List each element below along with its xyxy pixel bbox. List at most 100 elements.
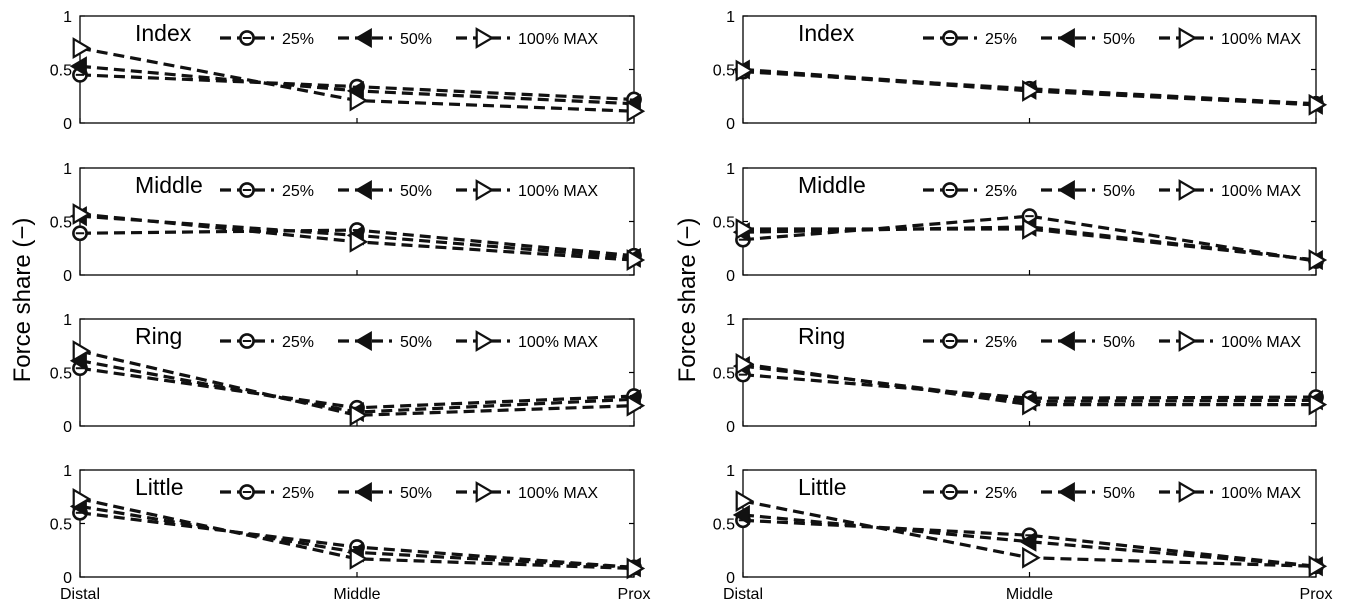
data-point-right-triangle [626, 394, 646, 417]
legend-label: 100% MAX [1221, 183, 1301, 200]
series-line-right-triangle [79, 349, 635, 417]
y-tick-label: 1 [726, 312, 735, 329]
legend-entry: 50% [338, 179, 432, 201]
legend-marker-left-triangle [1057, 27, 1075, 49]
legend-entry: 25% [220, 182, 314, 200]
legend-marker-right-triangle [475, 481, 495, 503]
data-point-left-triangle [69, 56, 87, 77]
y-tick-label: 0.5 [713, 63, 735, 80]
data-point-right-triangle [1022, 79, 1041, 102]
legend-label: 100% MAX [518, 334, 598, 351]
subplot-title: Middle [135, 172, 203, 198]
data-point-right-triangle [1308, 393, 1328, 416]
y-tick-label: 1 [63, 312, 72, 329]
legend-entry: 100% MAX [456, 27, 598, 49]
legend-marker-right-triangle [1178, 179, 1198, 201]
series-line-left-triangle [742, 364, 1317, 403]
data-point-right-triangle [1022, 393, 1041, 416]
legend-marker-left-triangle [354, 179, 372, 201]
legend-marker-right-triangle [475, 179, 495, 201]
y-tick-label: 0.5 [713, 215, 735, 232]
legend-label: 25% [985, 183, 1017, 200]
y-tick-label: 0 [63, 419, 72, 436]
y-tick-label: 0.5 [50, 366, 72, 383]
legend-label: 25% [282, 485, 314, 502]
subplot-title: Middle [798, 172, 866, 198]
data-point-right-triangle [1022, 218, 1041, 240]
legend-marker-right-triangle [1178, 27, 1198, 49]
legend-entry: 50% [338, 27, 432, 49]
legend-entry: 50% [1041, 330, 1135, 352]
y-axis-label-right: Force share (−) [674, 218, 701, 383]
legend-marker-left-triangle [1057, 179, 1075, 201]
legend-entry: 100% MAX [1159, 179, 1301, 201]
legend-label: 100% MAX [518, 183, 598, 200]
data-point-right-triangle [735, 353, 755, 375]
legend-label: 50% [400, 183, 432, 200]
data-point-right-triangle [735, 490, 755, 512]
legend-entry: 50% [1041, 27, 1135, 49]
legend-entry: 25% [220, 484, 314, 502]
data-point-right-triangle [626, 557, 646, 580]
x-tick-label: Prox [618, 586, 651, 603]
subplot-left-index: 0 0.5 1 Index 25% 50% 100% MAX [50, 9, 646, 133]
y-tick-label: 0 [726, 419, 735, 436]
data-point-right-triangle [72, 340, 92, 363]
series-line-right-triangle [742, 68, 1317, 107]
data-point-right-triangle [1022, 546, 1041, 569]
subplot-left-ring: 0 0.5 1 Ring 25% 50% 100% MAX [50, 312, 646, 436]
legend-marker-left-triangle [354, 27, 372, 49]
legend-label: 50% [1103, 485, 1135, 502]
legend-marker-left-triangle [1057, 330, 1075, 352]
legend-entry: 50% [338, 330, 432, 352]
x-tick-label: Distal [60, 586, 100, 603]
y-tick-label: 0 [726, 570, 735, 587]
legend-entry: 100% MAX [1159, 330, 1301, 352]
series-line-right-triangle [743, 227, 1317, 262]
legend-entry: 50% [1041, 179, 1135, 201]
data-point-right-triangle [349, 547, 369, 570]
data-point-left-triangle [732, 504, 750, 525]
y-tick-label: 0 [63, 268, 72, 285]
subplot-right-index: 0 0.5 1 Index 25% 50% 100% MAX [713, 9, 1328, 133]
legend-entry: 25% [923, 30, 1017, 48]
y-tick-label: 0 [726, 268, 735, 285]
legend-entry: 25% [923, 182, 1017, 200]
y-tick-label: 0 [63, 570, 72, 587]
data-point-right-triangle [72, 487, 92, 510]
x-tick-label: Prox [1300, 586, 1333, 603]
legend-label: 100% MAX [1221, 31, 1301, 48]
y-tick-label: 1 [63, 161, 72, 178]
y-tick-label: 0.5 [50, 215, 72, 232]
legend-label: 50% [400, 334, 432, 351]
subplot-right-middle: 0 0.5 1 Middle 25% 50% 100% MAX [713, 161, 1328, 285]
legend-marker-left-triangle [354, 330, 372, 352]
data-point-right-triangle [626, 100, 646, 123]
data-point-left-triangle [1019, 531, 1037, 552]
y-tick-label: 0.5 [50, 63, 72, 80]
legend-entry: 50% [338, 481, 432, 503]
data-point-right-triangle [349, 404, 369, 427]
data-point-right-triangle [735, 59, 755, 82]
subplot-right-little: 0 0.5 1 Distal Middle Prox Little 25% 50% 100% MA… [713, 463, 1333, 603]
data-point-right-triangle [735, 218, 755, 240]
legend-marker-left-triangle [354, 481, 372, 503]
subplot-left-little: 0 0.5 1 Distal Middle Prox Little 25% 50% 100% MA… [50, 463, 651, 603]
y-tick-label: 1 [63, 463, 72, 480]
subplot-title: Index [798, 20, 855, 46]
subplot-right-ring: 0 0.5 1 Ring 25% 50% 100% MAX [713, 312, 1328, 436]
legend-entry: 25% [923, 484, 1017, 502]
x-tick-label: Middle [333, 586, 380, 603]
legend-label: 25% [282, 334, 314, 351]
data-point-right-triangle [1308, 93, 1328, 116]
x-tick-label: Distal [723, 586, 763, 603]
legend-entry: 100% MAX [456, 481, 598, 503]
data-point-right-triangle [626, 249, 646, 271]
y-tick-label: 0 [726, 116, 735, 133]
legend-label: 50% [1103, 183, 1135, 200]
legend-label: 100% MAX [518, 31, 598, 48]
subplot-title: Little [798, 474, 847, 500]
legend-entry: 100% MAX [1159, 481, 1301, 503]
legend-entry: 50% [1041, 481, 1135, 503]
